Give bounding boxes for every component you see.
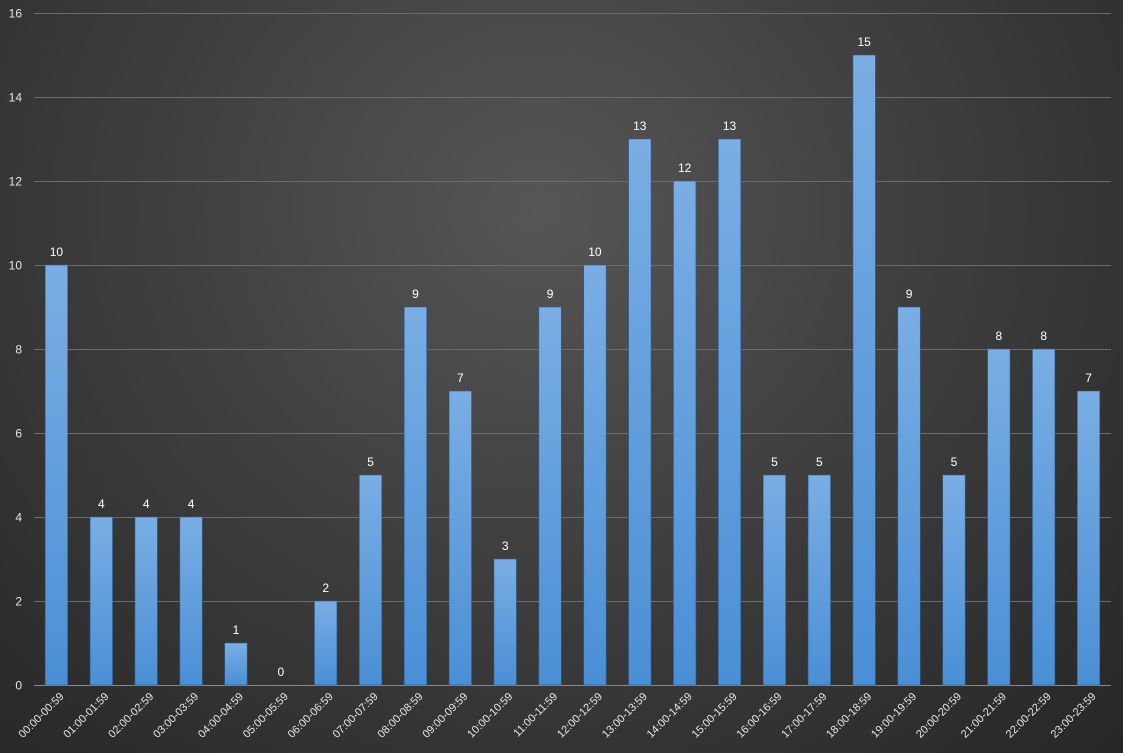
data-label: 8	[1040, 329, 1047, 343]
bar	[493, 558, 517, 686]
y-tick-label: 0	[15, 679, 22, 693]
bars	[44, 54, 1101, 686]
x-tick-label: 08:00-08:59	[376, 691, 426, 741]
bar	[762, 474, 786, 686]
x-tick-label: 04:00-04:59	[196, 691, 246, 741]
data-label: 12	[678, 161, 692, 175]
bar	[224, 642, 248, 686]
bar	[942, 474, 966, 686]
data-label: 13	[723, 119, 737, 133]
data-label: 9	[412, 287, 419, 301]
x-tick-label: 00:00-00:59	[17, 691, 67, 741]
data-label: 5	[951, 455, 958, 469]
x-tick-label: 06:00-06:59	[286, 691, 336, 741]
x-tick-label: 09:00-09:59	[420, 691, 470, 741]
x-axis-ticks: 00:00-00:5901:00-01:5902:00-02:5903:00-0…	[17, 691, 1099, 741]
y-axis-ticks: 0 2 4 6 8 10 12 14 16	[9, 7, 23, 693]
data-label: 7	[457, 371, 464, 385]
y-tick-label: 10	[9, 259, 23, 273]
bar	[314, 600, 338, 686]
data-label: 15	[858, 35, 872, 49]
y-tick-label: 16	[9, 7, 23, 21]
data-label: 7	[1085, 371, 1092, 385]
x-tick-label: 10:00-10:59	[465, 691, 515, 741]
y-tick-label: 12	[9, 175, 23, 189]
bar	[44, 264, 68, 686]
bar	[718, 138, 742, 686]
bar	[1032, 348, 1056, 686]
data-label: 4	[188, 497, 195, 511]
x-tick-label: 23:00-23:59	[1049, 691, 1099, 741]
bar	[538, 306, 562, 686]
y-tick-label: 2	[15, 595, 22, 609]
x-tick-label: 03:00-03:59	[151, 691, 201, 741]
data-label: 4	[98, 497, 105, 511]
bar	[987, 348, 1011, 686]
bar	[628, 138, 652, 686]
y-tick-label: 8	[15, 343, 22, 357]
bar	[403, 306, 427, 686]
data-label: 9	[906, 287, 913, 301]
x-tick-label: 19:00-19:59	[869, 691, 919, 741]
y-tick-label: 14	[9, 91, 23, 105]
data-label: 9	[547, 287, 554, 301]
bar	[897, 306, 921, 686]
data-label: 4	[143, 497, 150, 511]
data-label: 5	[771, 455, 778, 469]
x-tick-label: 13:00-13:59	[600, 691, 650, 741]
data-label: 0	[277, 665, 284, 679]
x-tick-label: 21:00-21:59	[959, 691, 1009, 741]
x-tick-label: 16:00-16:59	[735, 691, 785, 741]
data-label: 13	[633, 119, 647, 133]
y-tick-label: 4	[15, 511, 22, 525]
data-label: 1	[233, 623, 240, 637]
bar	[89, 516, 113, 686]
data-label: 2	[322, 581, 329, 595]
data-label: 10	[588, 245, 602, 259]
x-tick-label: 11:00-11:59	[511, 691, 560, 740]
data-label: 10	[50, 245, 64, 259]
data-label: 5	[367, 455, 374, 469]
x-tick-label: 22:00-22:59	[1004, 691, 1054, 741]
x-tick-label: 05:00-05:59	[241, 691, 291, 741]
bar	[359, 474, 383, 686]
bar	[134, 516, 158, 686]
x-tick-label: 15:00-15:59	[690, 691, 740, 741]
bar	[448, 390, 472, 686]
data-label: 5	[816, 455, 823, 469]
y-tick-label: 6	[15, 427, 22, 441]
x-tick-label: 01:00-01:59	[61, 691, 111, 741]
x-tick-label: 12:00-12:59	[555, 691, 605, 741]
bar	[852, 54, 876, 686]
bar	[673, 180, 697, 686]
bar	[583, 264, 607, 686]
bar	[179, 516, 203, 686]
gridlines	[34, 13, 1111, 686]
data-label: 8	[995, 329, 1002, 343]
x-tick-label: 02:00-02:59	[106, 691, 156, 741]
x-tick-label: 18:00-18:59	[824, 691, 874, 741]
bar	[1077, 390, 1101, 686]
bar	[807, 474, 831, 686]
data-label: 3	[502, 539, 509, 553]
x-tick-label: 20:00-20:59	[914, 691, 964, 741]
x-tick-label: 17:00-17:59	[779, 691, 829, 741]
x-tick-label: 14:00-14:59	[645, 691, 695, 741]
x-tick-label: 07:00-07:59	[331, 691, 381, 741]
